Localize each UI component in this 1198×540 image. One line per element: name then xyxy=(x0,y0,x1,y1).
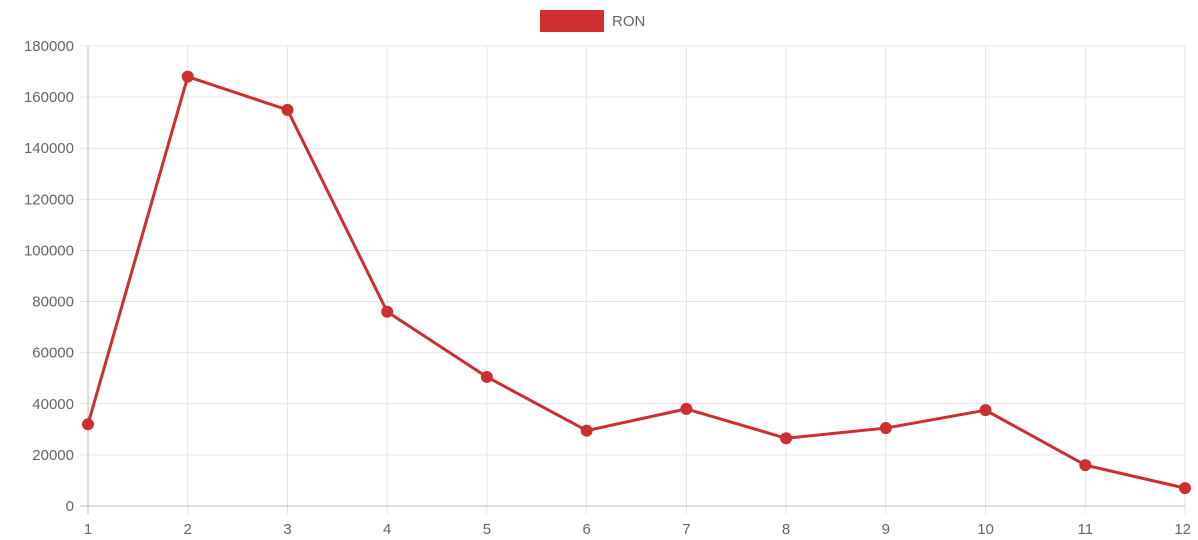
data-point[interactable] xyxy=(1079,459,1092,472)
x-tick-label: 6 xyxy=(582,521,590,538)
y-tick-label: 140000 xyxy=(24,140,74,157)
y-tick-label: 0 xyxy=(66,498,74,515)
data-point[interactable] xyxy=(979,404,992,417)
data-point[interactable] xyxy=(181,70,194,83)
x-tick-label: 1 xyxy=(84,521,92,538)
y-tick-label: 40000 xyxy=(32,396,74,413)
grid-lines xyxy=(80,45,1186,514)
x-tick-label: 8 xyxy=(782,521,790,538)
x-tick-label: 10 xyxy=(977,521,994,538)
x-tick-label: 3 xyxy=(283,521,291,538)
data-point[interactable] xyxy=(1179,482,1191,495)
y-axis-tick-labels: 0 20000 40000 60000 80000 100000 120000 140000 1… xyxy=(24,38,74,515)
y-tick-label: 80000 xyxy=(32,294,74,311)
x-tick-label: 4 xyxy=(383,521,391,538)
x-tick-label: 7 xyxy=(682,521,690,538)
y-tick-label: 60000 xyxy=(32,345,74,362)
y-tick-label: 160000 xyxy=(24,89,74,106)
data-point[interactable] xyxy=(82,418,94,431)
y-tick-label: 20000 xyxy=(32,447,74,464)
data-point[interactable] xyxy=(480,370,493,383)
data-point[interactable] xyxy=(680,402,693,415)
data-point[interactable] xyxy=(381,305,394,318)
data-point[interactable] xyxy=(281,103,294,116)
y-tick-label: 180000 xyxy=(24,38,74,55)
series-line xyxy=(86,75,1186,490)
legend-label-ron[interactable]: RON xyxy=(612,13,645,30)
legend[interactable]: RON xyxy=(540,10,645,32)
data-point[interactable] xyxy=(780,432,793,445)
x-tick-label: 2 xyxy=(184,521,192,538)
data-point[interactable] xyxy=(580,424,593,437)
x-axis-tick-labels: 1 2 3 4 5 6 7 8 9 10 11 12 xyxy=(84,521,1191,538)
series-ron xyxy=(82,70,1191,495)
x-tick-label: 12 xyxy=(1174,521,1191,538)
y-tick-label: 120000 xyxy=(24,191,74,208)
axes xyxy=(80,46,1185,514)
x-tick-label: 11 xyxy=(1077,521,1093,538)
x-tick-label: 9 xyxy=(882,521,890,538)
y-tick-label: 100000 xyxy=(24,242,74,259)
x-tick-label: 5 xyxy=(483,521,491,538)
data-point[interactable] xyxy=(879,422,892,435)
legend-swatch-ron[interactable] xyxy=(540,10,604,32)
